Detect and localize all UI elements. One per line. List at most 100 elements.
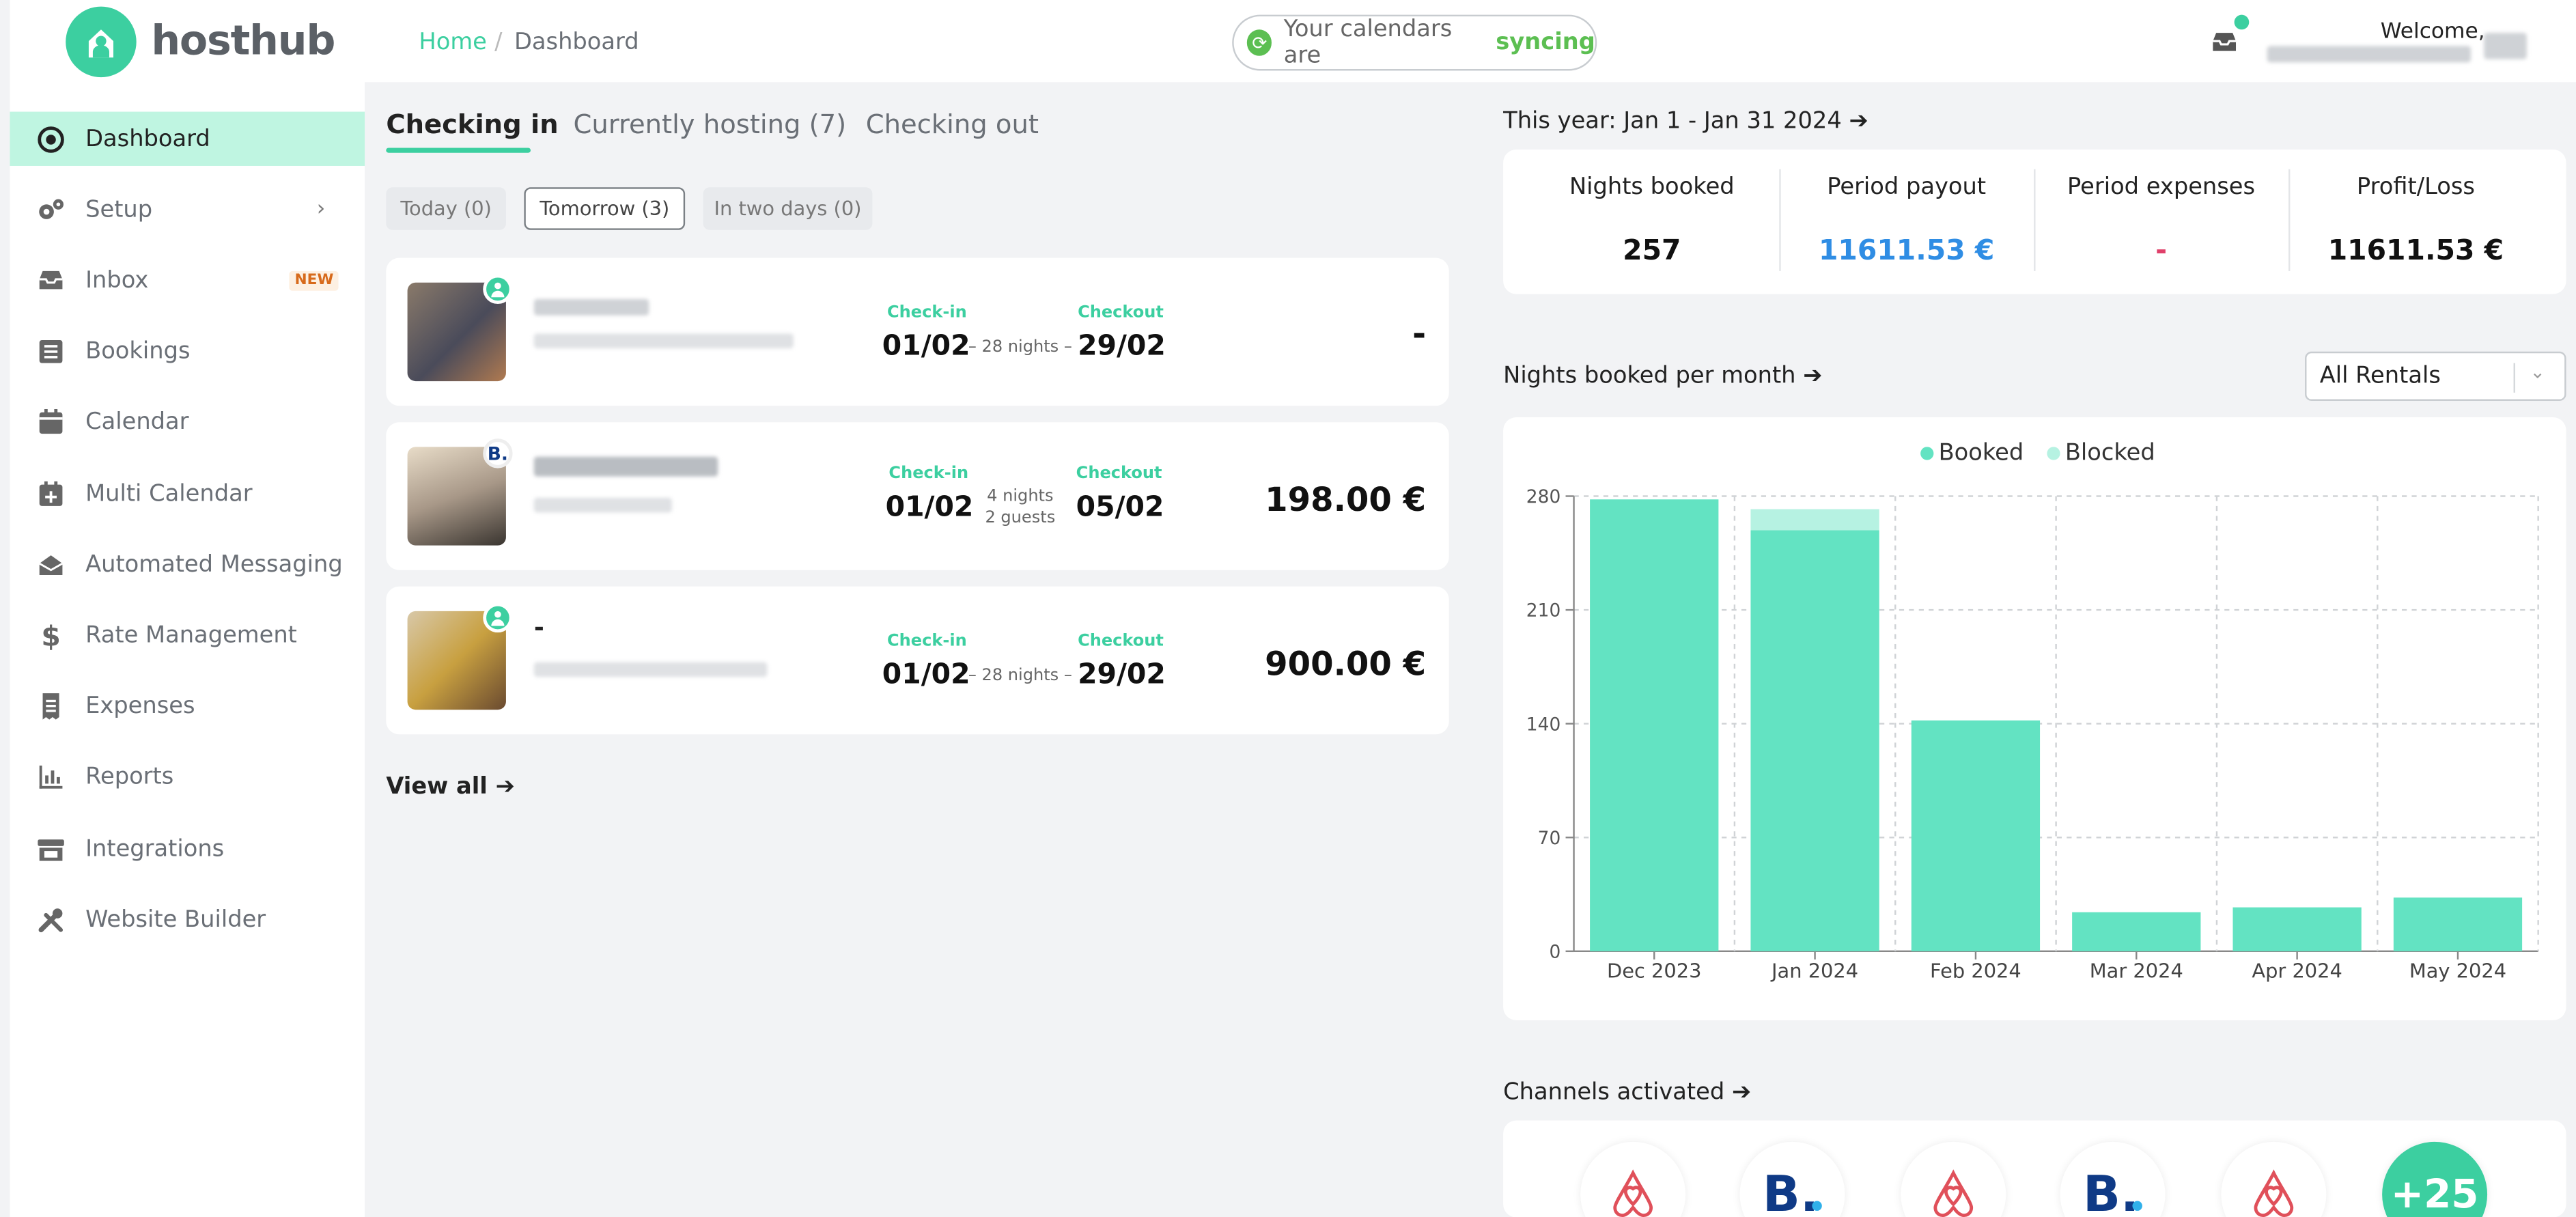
booking-amount: 900.00 € <box>1265 643 1427 684</box>
sidebar-item-automated-messaging[interactable]: Automated Messaging <box>10 537 365 591</box>
checkout-label: Checkout <box>1078 304 1164 322</box>
divider <box>1779 169 1781 271</box>
target-icon <box>36 124 66 154</box>
view-all-link[interactable]: View all ➔ <box>386 774 515 800</box>
bar-booked[interactable] <box>1911 720 2041 951</box>
x-tick-label: Jan 2024 <box>1770 959 1858 982</box>
stat-label-period-expenses: Period expenses <box>2067 173 2256 201</box>
sidebar-item-label: Automated Messaging <box>85 551 343 578</box>
bar-booked[interactable] <box>1750 530 1879 951</box>
chevron-down-icon: ⌄ <box>2530 361 2545 383</box>
sidebar-item-calendar[interactable]: Calendar <box>10 394 365 448</box>
sidebar-item-label: Expenses <box>85 692 195 719</box>
booking-card[interactable]: B. Check-in 01/02 4 nights 2 guests Check… <box>386 422 1449 570</box>
notification-dot <box>2234 14 2250 30</box>
airbnb-channel-icon[interactable] <box>1901 1141 2006 1217</box>
rental-select[interactable]: All Rentals ⌄ <box>2305 351 2566 401</box>
stat-value-profit-loss: 11611.53 € <box>2327 235 2504 268</box>
y-tick-label: 70 <box>1538 828 1561 849</box>
airbnb-channel-icon[interactable] <box>2221 1141 2327 1217</box>
filter-tomorrow[interactable]: Tomorrow (3) <box>524 187 686 230</box>
channels-header[interactable]: Channels activated ➔ <box>1503 1079 1752 1106</box>
inbox-notification-icon[interactable] <box>2208 14 2250 59</box>
tab-checking-out[interactable]: Checking out <box>865 108 1039 140</box>
booking-com-channel-icon[interactable]: B. <box>2060 1141 2166 1217</box>
more-channels-badge[interactable]: +25 <box>2382 1141 2488 1217</box>
checkin-label: Check-in <box>888 464 969 484</box>
sidebar-item-label: Rate Management <box>85 621 297 649</box>
x-tick-label: Dec 2023 <box>1607 959 1701 982</box>
filter-in-two-days[interactable]: In two days (0) <box>703 187 873 230</box>
booking-com-icon: B. <box>483 438 513 468</box>
sidebar-item-inbox[interactable]: Inbox NEW <box>10 253 365 307</box>
sidebar-item-website-builder[interactable]: Website Builder <box>10 892 365 946</box>
sidebar-item-label: Reports <box>85 763 174 789</box>
breadcrumb-home[interactable]: Home <box>419 29 487 56</box>
arrow-right-icon: ➔ <box>1731 1079 1752 1106</box>
sidebar-item-rate-management[interactable]: $ Rate Management <box>10 608 365 662</box>
welcome-text: Welcome, <box>2380 19 2485 44</box>
checkin-date: 01/02 <box>882 658 970 692</box>
sidebar-item-label: Setup <box>85 196 153 223</box>
nights-per-month-chart: Booked Blocked 0 70 140 210 280 Dec 2023 Jan 202… <box>1526 439 2539 982</box>
sidebar-item-dashboard[interactable]: Dashboard <box>10 111 365 166</box>
booking-com-channel-icon[interactable]: B. <box>1739 1141 1845 1217</box>
booking-amount: - <box>1412 313 1427 354</box>
envelope-icon <box>36 550 66 579</box>
checkout-date: 29/02 <box>1078 330 1166 363</box>
sidebar-item-integrations[interactable]: Integrations <box>10 822 365 876</box>
calendar-icon <box>36 406 66 436</box>
bar-blocked[interactable] <box>1750 509 1879 531</box>
bar-booked[interactable] <box>2232 907 2362 951</box>
period-selector[interactable]: This year: Jan 1 - Jan 31 2024 ➔ <box>1503 108 1868 135</box>
gears-icon <box>36 195 66 224</box>
bar-booked[interactable] <box>2393 897 2523 951</box>
list-icon <box>36 336 66 365</box>
stat-value-period-payout: 11611.53 € <box>1818 235 1995 268</box>
booking-card[interactable]: - Check-in 01/02 – 28 nights – Checkout … <box>386 586 1449 735</box>
sidebar-item-label: Integrations <box>85 835 225 862</box>
bar-booked[interactable] <box>1590 499 1719 951</box>
stat-value-nights-booked: 257 <box>1623 235 1681 268</box>
y-tick-label: 280 <box>1526 486 1561 507</box>
sidebar-item-expenses[interactable]: Expenses <box>10 679 365 733</box>
arrow-right-icon: ➔ <box>1849 108 1868 135</box>
booking-card[interactable]: Check-in 01/02 – 28 nights – Checkout 29… <box>386 257 1449 406</box>
sidebar-item-reports[interactable]: Reports <box>10 749 365 803</box>
filter-today[interactable]: Today (0) <box>386 187 506 230</box>
app-name[interactable]: hosthub <box>151 16 335 64</box>
stat-label-nights-booked: Nights booked <box>1569 173 1735 201</box>
checkin-label: Check-in <box>887 304 967 322</box>
tab-checking-in[interactable]: Checking in <box>386 108 559 140</box>
booking-com-logo: B. <box>1762 1165 1819 1217</box>
hosthub-logo-icon[interactable] <box>66 6 137 78</box>
property-name-redacted <box>533 662 768 677</box>
guest-name-redacted <box>533 456 718 477</box>
dollar-icon: $ <box>36 620 66 649</box>
sidebar-item-multi-calendar[interactable]: Multi Calendar <box>10 466 365 520</box>
checkout-label: Checkout <box>1076 464 1162 484</box>
sidebar-item-bookings[interactable]: Bookings <box>10 324 365 378</box>
guest-name: - <box>533 613 544 643</box>
booking-amount: 198.00 € <box>1265 479 1427 520</box>
calendar-sync-status[interactable]: ⟳ Your calendars are syncing <box>1232 14 1597 71</box>
active-tab-underline <box>386 148 531 153</box>
x-tick-label: May 2024 <box>2409 959 2506 982</box>
arrow-right-icon: ➔ <box>495 774 515 800</box>
chevron-right-icon: › <box>316 197 326 222</box>
chart-panel: Booked Blocked 0 70 140 210 280 Dec 2023 Jan 202… <box>1503 417 2566 1020</box>
breadcrumb-separator: / <box>494 29 503 56</box>
sidebar-item-label: Website Builder <box>85 906 266 933</box>
stat-value-period-expenses: - <box>2155 235 2168 268</box>
stay-nights: – 28 nights – <box>968 338 1072 357</box>
tab-currently-hosting[interactable]: Currently hosting (7) <box>573 108 847 140</box>
logo-dot <box>1812 1201 1823 1211</box>
avatar[interactable] <box>2484 33 2527 59</box>
checkout-label: Checkout <box>1078 632 1164 651</box>
airbnb-channel-icon[interactable] <box>1580 1141 1686 1217</box>
sidebar-item-label: Calendar <box>85 408 189 435</box>
bar-booked[interactable] <box>2072 912 2201 951</box>
sidebar-item-label: Inbox <box>85 266 149 294</box>
sidebar-item-setup[interactable]: Setup › <box>10 182 365 236</box>
nights-chart-header[interactable]: Nights booked per month ➔ <box>1503 363 1823 390</box>
